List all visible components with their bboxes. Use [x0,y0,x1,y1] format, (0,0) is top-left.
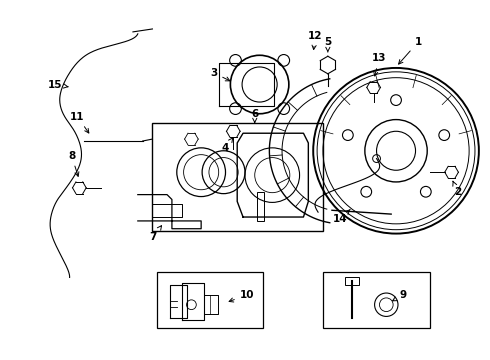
Text: 7: 7 [150,226,162,242]
Bar [345,278,359,285]
Bar [152,123,323,231]
Text: 2: 2 [453,181,461,197]
Text: 1: 1 [398,37,422,64]
Bar [257,192,265,221]
Text: 8: 8 [68,150,79,176]
Text: 6: 6 [251,109,258,122]
Text: 12: 12 [308,31,322,49]
Bar [157,271,263,328]
Bar [323,271,430,328]
Text: 4: 4 [222,138,233,153]
Text: 13: 13 [372,53,387,76]
Text: 10: 10 [229,290,254,302]
Text: 9: 9 [392,290,406,301]
Text: 5: 5 [324,37,331,52]
Text: 3: 3 [210,68,230,81]
Text: 15: 15 [48,80,68,90]
Text: 14: 14 [333,209,350,224]
Text: 11: 11 [70,112,89,133]
